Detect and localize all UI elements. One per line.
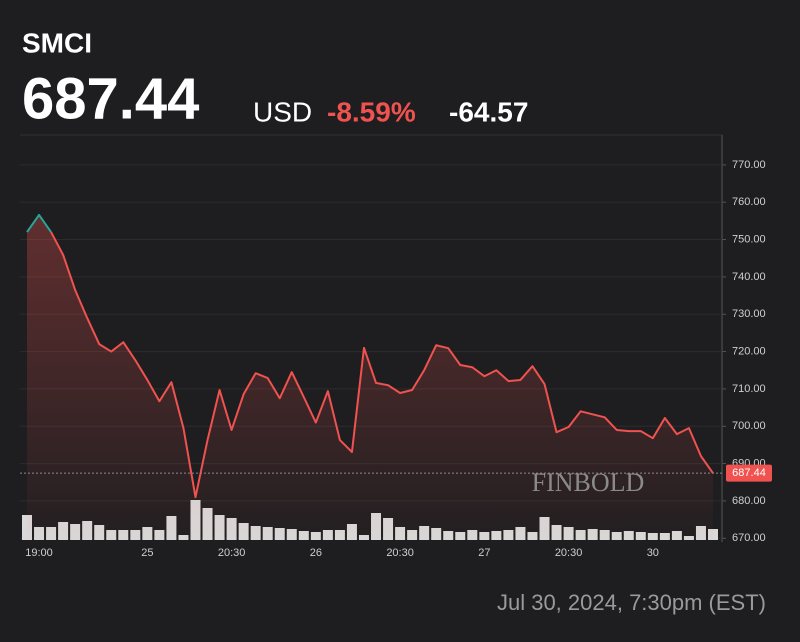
y-tick-label: 770.00 xyxy=(732,159,766,171)
x-tick-label: 20:30 xyxy=(386,547,414,559)
price-line xyxy=(26,213,52,233)
last-price-label: 687.44 xyxy=(732,467,766,479)
y-tick-label: 760.00 xyxy=(732,196,766,208)
x-tick-label: 25 xyxy=(141,547,153,559)
area-fill xyxy=(27,214,713,540)
y-tick-label: 750.00 xyxy=(732,233,766,245)
x-tick-label: 26 xyxy=(310,547,322,559)
change: -64.57 xyxy=(449,96,528,127)
currency: USD xyxy=(253,96,312,127)
change-percent: -8.59% xyxy=(327,96,416,127)
y-tick-label: 740.00 xyxy=(732,271,766,283)
price-line xyxy=(50,231,714,499)
y-tick-label: 710.00 xyxy=(732,383,766,395)
ticker: SMCI xyxy=(22,27,92,58)
x-tick-label: 30 xyxy=(647,547,659,559)
x-tick-label: 20:30 xyxy=(555,547,583,559)
y-tick-label: 720.00 xyxy=(732,345,766,357)
y-tick-label: 680.00 xyxy=(732,495,766,507)
last-price-tag xyxy=(726,464,772,482)
y-tick-label: 670.00 xyxy=(732,532,766,544)
y-tick-label: 730.00 xyxy=(732,308,766,320)
watermark: FINBOLD xyxy=(532,468,645,497)
x-tick-label: 27 xyxy=(478,547,490,559)
x-tick-label: 20:30 xyxy=(218,547,246,559)
y-tick-label: 700.00 xyxy=(732,420,766,432)
price: 687.44 xyxy=(22,66,199,131)
x-tick-label: 19:00 xyxy=(25,547,53,559)
timestamp: Jul 30, 2024, 7:30pm (EST) xyxy=(497,590,766,615)
